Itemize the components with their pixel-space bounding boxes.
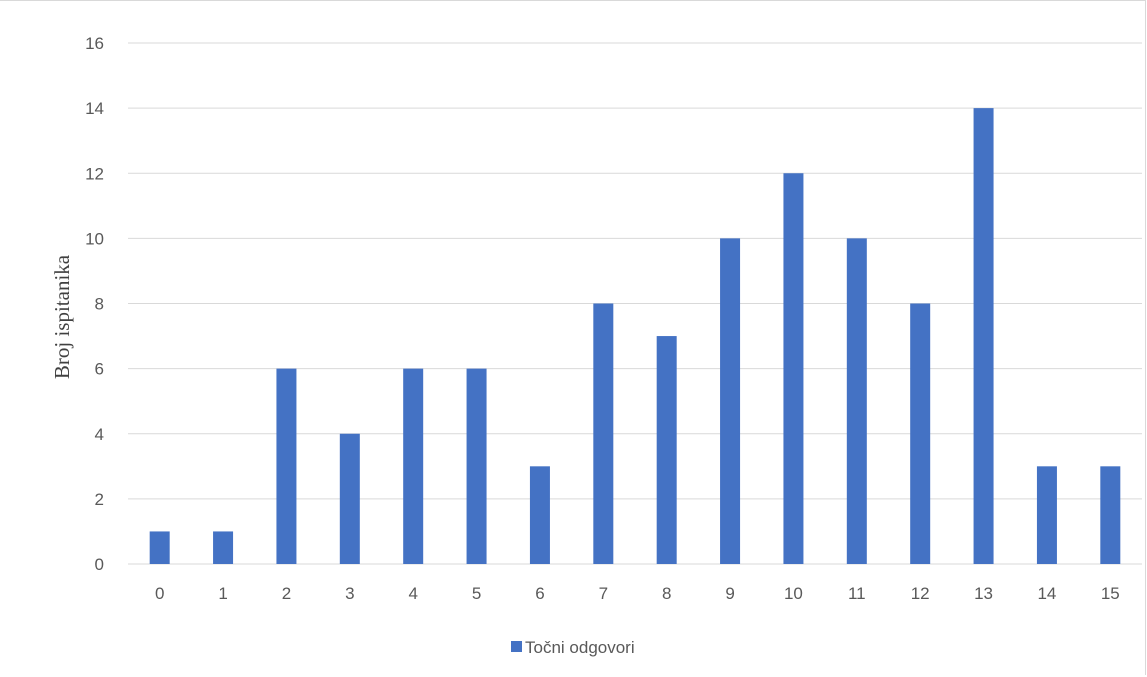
y-tick-label: 12 — [85, 164, 104, 183]
x-tick-label: 14 — [1037, 584, 1056, 603]
y-tick-label: 6 — [95, 360, 104, 379]
x-tick-label: 8 — [662, 584, 671, 603]
bars — [149, 108, 1121, 564]
y-tick-label: 0 — [95, 555, 104, 574]
y-tick-label: 16 — [85, 34, 104, 53]
bar — [656, 336, 677, 564]
bar — [403, 368, 424, 564]
bar — [276, 368, 297, 564]
x-tick-label: 4 — [408, 584, 417, 603]
y-axis-title: Broj ispitanika — [50, 254, 74, 379]
legend-swatch — [511, 641, 522, 652]
bar — [213, 531, 234, 564]
bar — [1100, 466, 1121, 564]
bar — [783, 173, 804, 564]
bar — [593, 303, 614, 564]
x-tick-label: 10 — [784, 584, 803, 603]
bar — [339, 433, 360, 564]
legend-label: Točni odgovori — [525, 638, 635, 657]
x-tick-label: 7 — [599, 584, 608, 603]
bar — [1036, 466, 1057, 564]
bar — [720, 238, 741, 564]
bar — [529, 466, 550, 564]
bar — [846, 238, 867, 564]
x-tick-label: 3 — [345, 584, 354, 603]
x-tick-label: 9 — [725, 584, 734, 603]
bar — [149, 531, 170, 564]
y-tick-label: 14 — [85, 99, 104, 118]
x-tick-label: 6 — [535, 584, 544, 603]
bar — [910, 303, 931, 564]
x-tick-label: 5 — [472, 584, 481, 603]
bar — [973, 108, 994, 564]
y-tick-label: 8 — [95, 295, 104, 314]
x-tick-label: 1 — [218, 584, 227, 603]
x-tick-label: 15 — [1101, 584, 1120, 603]
x-tick-label: 11 — [848, 584, 866, 603]
x-axis-ticks: 0 1 2 3 4 5 6 7 8 9 10 11 12 13 14 15 — [155, 584, 1120, 603]
bar — [466, 368, 487, 564]
legend: Točni odgovori — [511, 638, 635, 657]
gridlines — [128, 42, 1142, 565]
x-tick-label: 2 — [282, 584, 291, 603]
y-tick-label: 4 — [95, 425, 104, 444]
y-axis-ticks: 0 2 4 6 8 10 12 14 16 — [85, 34, 104, 574]
x-tick-label: 12 — [911, 584, 930, 603]
x-tick-label: 0 — [155, 584, 164, 603]
y-tick-label: 2 — [95, 490, 104, 509]
y-tick-label: 10 — [85, 229, 104, 248]
x-tick-label: 13 — [974, 584, 993, 603]
